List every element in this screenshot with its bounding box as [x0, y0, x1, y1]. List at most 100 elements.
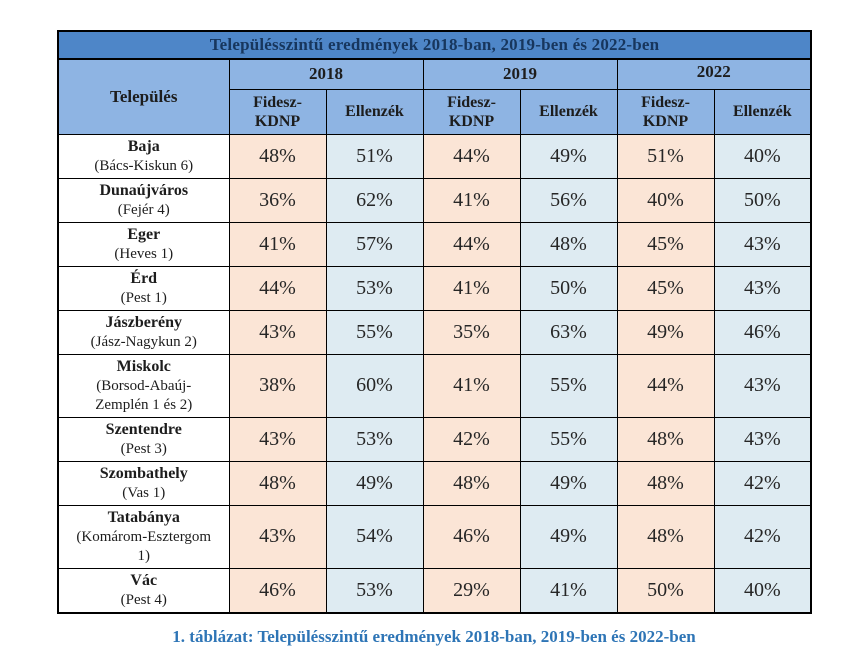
result-cell-2022-fidesz: 51%: [616, 133, 715, 179]
settlement-name: Vác: [130, 571, 158, 589]
table-header: Településszintű eredmények 2018-ban, 201…: [57, 30, 812, 135]
settlement-cell: Tatabánya (Komárom-Esztergom 1): [57, 504, 230, 569]
table-body: Baja (Bács-Kiskun 6) 48% 51% 44% 49% 51%…: [57, 133, 812, 613]
subheader-2022-fidesz: Fidesz-KDNP: [616, 88, 715, 135]
table-caption: 1. táblázat: Településszintű eredmények …: [172, 626, 696, 646]
result-cell-2022-ellenzek: 50%: [713, 177, 812, 223]
result-cell-2018-ellenzek: 49%: [325, 460, 424, 506]
result-cell-2019-ellenzek: 55%: [519, 353, 618, 418]
party-header-row: Fidesz-KDNP Ellenzék Fidesz-KDNP Ellenzé…: [58, 88, 812, 135]
result-cell-2019-ellenzek: 63%: [519, 309, 618, 355]
result-cell-2019-ellenzek: 50%: [519, 265, 618, 311]
results-table: Településszintű eredmények 2018-ban, 201…: [57, 30, 813, 614]
result-cell-2019-ellenzek: 49%: [519, 133, 618, 179]
settlement-name: Miskolc: [116, 357, 171, 375]
settlement-name: Dunaújváros: [99, 181, 189, 199]
result-cell-2018-fidesz: 48%: [228, 133, 327, 179]
settlement-name: Eger: [127, 225, 161, 243]
result-cell-2019-ellenzek: 56%: [519, 177, 618, 223]
result-cell-2018-ellenzek: 55%: [325, 309, 424, 355]
result-cell-2022-ellenzek: 43%: [713, 221, 812, 267]
result-cell-2019-fidesz: 44%: [422, 221, 521, 267]
settlement-district: (Vas 1): [122, 484, 166, 501]
settlement-district: (Jász-Nagykun 2): [90, 333, 197, 350]
result-cell-2019-fidesz: 29%: [422, 567, 521, 613]
result-cell-2018-ellenzek: 57%: [325, 221, 424, 267]
results-table-container: Településszintű eredmények 2018-ban, 201…: [57, 30, 813, 647]
result-cell-2022-ellenzek: 42%: [713, 460, 812, 506]
settlement-cell: Dunaújváros (Fejér 4): [57, 177, 230, 223]
table-row: Miskolc (Borsod-Abaúj-Zemplén 1 és 2) 38…: [57, 353, 812, 418]
result-cell-2018-fidesz: 41%: [228, 221, 327, 267]
settlement-name: Baja: [127, 137, 160, 155]
result-cell-2018-fidesz: 44%: [228, 265, 327, 311]
year-header-row: Település 2018 2019 2022: [57, 58, 812, 135]
settlement-cell: Miskolc (Borsod-Abaúj-Zemplén 1 és 2): [57, 353, 230, 418]
result-cell-2022-fidesz: 45%: [616, 221, 715, 267]
subheader-2018-ellenzek: Ellenzék: [325, 88, 424, 135]
settlement-name: Szombathely: [99, 464, 188, 482]
table-row: Eger (Heves 1) 41% 57% 44% 48% 45% 43%: [57, 221, 812, 267]
settlement-district: (Komárom-Esztergom 1): [76, 528, 212, 564]
result-cell-2019-fidesz: 35%: [422, 309, 521, 355]
table-title-row: Településszintű eredmények 2018-ban, 201…: [57, 30, 812, 60]
subheader-2022-ellenzek: Ellenzék: [713, 88, 812, 135]
settlement-district: (Pest 3): [120, 440, 167, 457]
result-cell-2022-ellenzek: 43%: [713, 416, 812, 462]
settlement-district: (Fejér 4): [117, 201, 170, 218]
result-cell-2018-ellenzek: 53%: [325, 416, 424, 462]
subheader-2019-ellenzek: Ellenzék: [519, 88, 618, 135]
result-cell-2019-ellenzek: 48%: [519, 221, 618, 267]
result-cell-2018-ellenzek: 51%: [325, 133, 424, 179]
year-header-2018: 2018: [228, 58, 424, 90]
settlement-district: (Pest 4): [120, 591, 167, 608]
settlement-column-header: Település: [57, 58, 230, 135]
settlement-cell: Jászberény (Jász-Nagykun 2): [57, 309, 230, 355]
settlement-cell: Baja (Bács-Kiskun 6): [57, 133, 230, 179]
result-cell-2019-fidesz: 41%: [422, 177, 521, 223]
result-cell-2018-ellenzek: 62%: [325, 177, 424, 223]
result-cell-2018-ellenzek: 53%: [325, 567, 424, 613]
settlement-cell: Vác (Pest 4): [57, 567, 230, 613]
result-cell-2018-ellenzek: 60%: [325, 353, 424, 418]
result-cell-2019-fidesz: 48%: [422, 460, 521, 506]
result-cell-2019-ellenzek: 49%: [519, 460, 618, 506]
result-cell-2018-ellenzek: 53%: [325, 265, 424, 311]
settlement-name: Szentendre: [105, 420, 182, 438]
settlement-district: (Pest 1): [120, 289, 167, 306]
settlement-district: (Heves 1): [114, 245, 174, 262]
result-cell-2018-fidesz: 43%: [228, 504, 327, 569]
settlement-name: Tatabánya: [107, 508, 180, 526]
table-row: Érd (Pest 1) 44% 53% 41% 50% 45% 43%: [57, 265, 812, 311]
result-cell-2022-ellenzek: 43%: [713, 265, 812, 311]
result-cell-2018-fidesz: 48%: [228, 460, 327, 506]
settlement-name: Jászberény: [105, 313, 182, 331]
settlement-name: Érd: [130, 269, 158, 287]
result-cell-2022-fidesz: 48%: [616, 416, 715, 462]
result-cell-2022-ellenzek: 46%: [713, 309, 812, 355]
result-cell-2022-ellenzek: 42%: [713, 504, 812, 569]
result-cell-2018-fidesz: 38%: [228, 353, 327, 418]
result-cell-2018-ellenzek: 54%: [325, 504, 424, 569]
result-cell-2019-fidesz: 41%: [422, 265, 521, 311]
result-cell-2022-fidesz: 48%: [616, 504, 715, 569]
settlement-cell: Érd (Pest 1): [57, 265, 230, 311]
subheader-2019-fidesz: Fidesz-KDNP: [422, 88, 521, 135]
result-cell-2022-ellenzek: 43%: [713, 353, 812, 418]
table-title: Településszintű eredmények 2018-ban, 201…: [57, 30, 812, 60]
result-cell-2022-fidesz: 48%: [616, 460, 715, 506]
settlement-cell: Szombathely (Vas 1): [57, 460, 230, 506]
result-cell-2018-fidesz: 43%: [228, 416, 327, 462]
result-cell-2019-fidesz: 42%: [422, 416, 521, 462]
result-cell-2022-fidesz: 50%: [616, 567, 715, 613]
result-cell-2019-ellenzek: 55%: [519, 416, 618, 462]
result-cell-2018-fidesz: 46%: [228, 567, 327, 613]
table-row: Szombathely (Vas 1) 48% 49% 48% 49% 48% …: [57, 460, 812, 506]
result-cell-2019-fidesz: 44%: [422, 133, 521, 179]
table-row: Baja (Bács-Kiskun 6) 48% 51% 44% 49% 51%…: [57, 133, 812, 179]
settlement-cell: Szentendre (Pest 3): [57, 416, 230, 462]
result-cell-2022-fidesz: 40%: [616, 177, 715, 223]
result-cell-2019-fidesz: 46%: [422, 504, 521, 569]
result-cell-2022-ellenzek: 40%: [713, 567, 812, 613]
table-row: Szentendre (Pest 3) 43% 53% 42% 55% 48% …: [57, 416, 812, 462]
